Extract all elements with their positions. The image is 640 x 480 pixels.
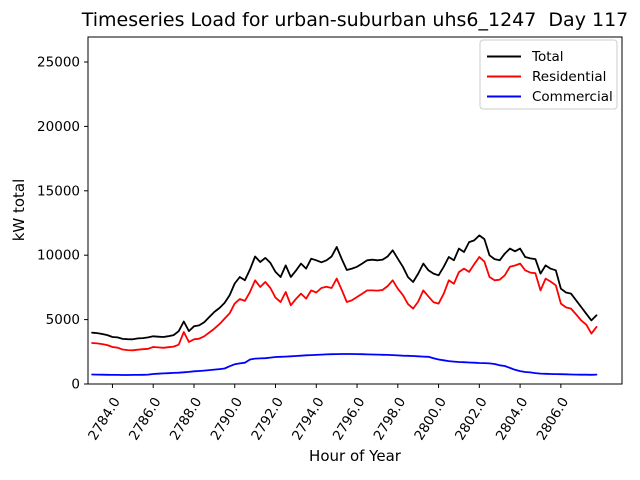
y-tick-label: 20000 [37, 119, 80, 135]
legend-label-commercial: Commercial [532, 89, 613, 105]
commercial-line [91, 353, 598, 376]
y-tick-label: 10000 [37, 248, 80, 264]
series-lines [91, 234, 598, 376]
y-tick-label: 15000 [37, 183, 80, 199]
y-tick-label: 0 [71, 377, 80, 393]
y-axis-label: kW total [10, 179, 28, 242]
plot-area-frame [87, 36, 623, 385]
legend-label-residential: Residential [532, 69, 606, 85]
chart-title: Timeseries Load for urban-suburban uhs6_… [81, 9, 629, 31]
x-axis-label: Hour of Year [309, 447, 402, 465]
legend-label-total: Total [531, 49, 564, 65]
residential-line [91, 256, 598, 352]
legend: Total Residential Commercial [479, 39, 618, 110]
y-tick-label: 5000 [46, 312, 80, 328]
total-line [91, 234, 598, 341]
y-axis-ticks: 0 5000 10000 15000 20000 25000 [37, 54, 88, 393]
y-tick-label: 25000 [37, 54, 80, 70]
